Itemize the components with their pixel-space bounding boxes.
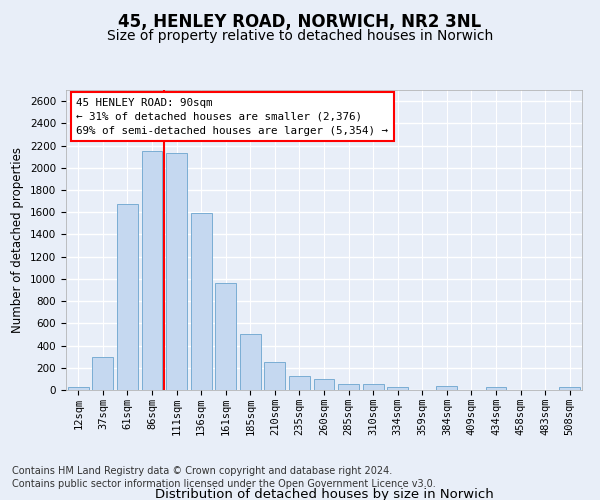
Bar bbox=[142, 151, 163, 390]
Y-axis label: Number of detached properties: Number of detached properties bbox=[11, 147, 25, 333]
Bar bbox=[362, 384, 383, 390]
Bar bbox=[436, 386, 457, 390]
Bar bbox=[485, 387, 506, 390]
Bar bbox=[191, 214, 212, 390]
Bar bbox=[387, 386, 408, 390]
Text: Size of property relative to detached houses in Norwich: Size of property relative to detached ho… bbox=[107, 29, 493, 43]
Text: 45 HENLEY ROAD: 90sqm
← 31% of detached houses are smaller (2,376)
69% of semi-d: 45 HENLEY ROAD: 90sqm ← 31% of detached … bbox=[76, 98, 388, 136]
Bar bbox=[314, 379, 334, 390]
Bar bbox=[240, 334, 261, 390]
Bar bbox=[92, 356, 113, 390]
Bar bbox=[215, 284, 236, 390]
Bar bbox=[289, 376, 310, 390]
Bar bbox=[117, 204, 138, 390]
X-axis label: Distribution of detached houses by size in Norwich: Distribution of detached houses by size … bbox=[155, 488, 493, 500]
Bar bbox=[166, 154, 187, 390]
Bar bbox=[559, 387, 580, 390]
Bar bbox=[68, 387, 89, 390]
Text: Contains public sector information licensed under the Open Government Licence v3: Contains public sector information licen… bbox=[12, 479, 436, 489]
Bar bbox=[338, 384, 359, 390]
Text: Contains HM Land Registry data © Crown copyright and database right 2024.: Contains HM Land Registry data © Crown c… bbox=[12, 466, 392, 476]
Text: 45, HENLEY ROAD, NORWICH, NR2 3NL: 45, HENLEY ROAD, NORWICH, NR2 3NL bbox=[118, 12, 482, 30]
Bar bbox=[265, 362, 286, 390]
